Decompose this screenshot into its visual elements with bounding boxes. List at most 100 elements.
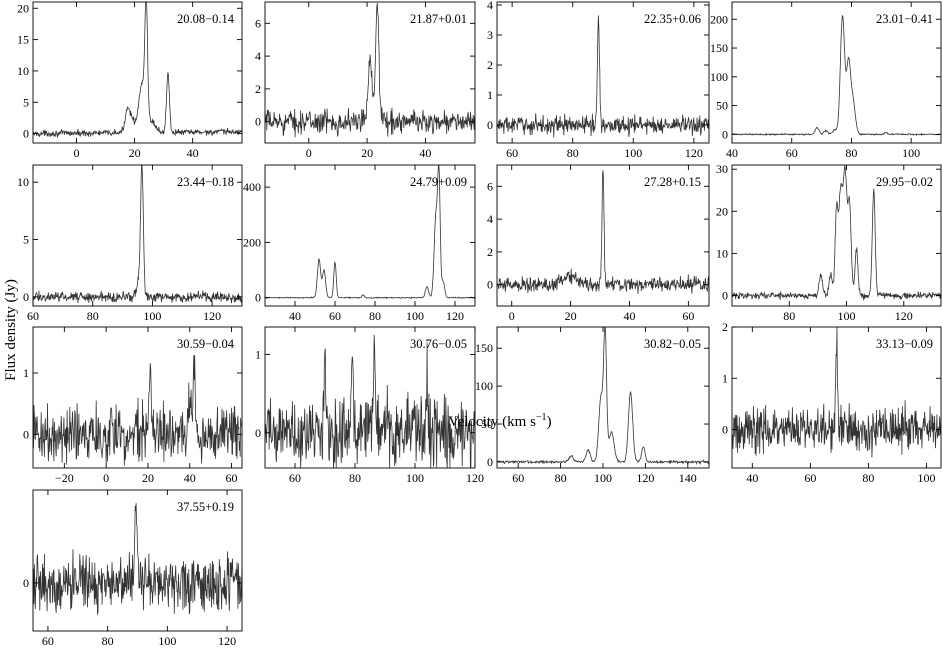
x-tick-label: 60 bbox=[682, 309, 694, 323]
x-tick-label: 120 bbox=[203, 309, 221, 323]
panel-frame bbox=[32, 164, 243, 307]
x-tick-label: 20 bbox=[142, 471, 154, 485]
x-tick-label: 40 bbox=[187, 146, 199, 160]
y-tick-label: 4 bbox=[487, 212, 493, 226]
y-tick-label: 0 bbox=[722, 423, 728, 437]
y-tick-label: 50 bbox=[716, 99, 728, 113]
y-tick-label: 400 bbox=[243, 180, 261, 194]
x-tick-label: 20 bbox=[129, 146, 141, 160]
y-axis-title: Flux density (Jy) bbox=[3, 279, 19, 381]
panel-frame bbox=[496, 1, 710, 144]
x-tick-label: 20 bbox=[565, 309, 577, 323]
spectrum-panel: 80 100 120 0 10 20 30 29.95−0.02 bbox=[716, 162, 942, 323]
y-tick-label: 0 bbox=[23, 576, 29, 590]
spectrum-panel: 60 80 100 120 0 5 10 23.44−0.18 bbox=[17, 164, 243, 323]
spectrum-line bbox=[496, 326, 710, 466]
x-tick-label: 60 bbox=[512, 471, 524, 485]
panel-label: 20.08−0.14 bbox=[177, 12, 235, 26]
y-tick-label: 0 bbox=[487, 118, 493, 132]
spectrum-line bbox=[264, 334, 476, 469]
x-tick-label: 60 bbox=[804, 471, 816, 485]
spectrum-panel: 0 20 40 0 5 10 15 20 20.08−0.14 bbox=[17, 1, 243, 160]
y-tick-label: 2 bbox=[255, 82, 261, 96]
y-tick-label: 0 bbox=[487, 455, 493, 469]
x-tick-label: 0 bbox=[74, 146, 80, 160]
y-tick-label: 1 bbox=[722, 371, 728, 385]
y-tick-label: 1 bbox=[23, 366, 29, 380]
y-tick-label: 15 bbox=[17, 33, 29, 47]
x-tick-label: 80 bbox=[102, 634, 114, 648]
x-tick-label: 20 bbox=[361, 146, 373, 160]
x-tick-label: 80 bbox=[845, 146, 857, 160]
y-tick-label: 4 bbox=[255, 49, 261, 63]
x-tick-label: 100 bbox=[594, 471, 612, 485]
x-tick-label: 40 bbox=[419, 146, 431, 160]
y-tick-label: 0 bbox=[23, 290, 29, 304]
y-tick-label: 30 bbox=[716, 162, 728, 176]
y-tick-label: 0 bbox=[722, 127, 728, 141]
panel-frame bbox=[496, 164, 710, 307]
x-tick-label: 80 bbox=[87, 309, 99, 323]
spectrum-line bbox=[731, 15, 942, 137]
spectrum-panel: −20 0 20 40 60 0 1 30.59−0.04 bbox=[23, 326, 243, 485]
y-tick-label: 0 bbox=[487, 278, 493, 292]
panel-label: 30.76−0.05 bbox=[410, 337, 467, 351]
y-tick-label: 10 bbox=[716, 246, 728, 260]
x-axis-title: Velocity (km s−1) bbox=[448, 412, 551, 430]
x-tick-label: 60 bbox=[786, 146, 798, 160]
panel-frame bbox=[264, 164, 476, 307]
x-tick-label: 60 bbox=[226, 471, 238, 485]
panel-frame bbox=[264, 1, 476, 144]
panel-frame bbox=[32, 489, 243, 632]
x-tick-label: 100 bbox=[143, 309, 161, 323]
panel-label: 33.13−0.09 bbox=[876, 337, 933, 351]
panel-label: 21.87+0.01 bbox=[410, 12, 467, 26]
panel-label: 22.35+0.06 bbox=[644, 12, 701, 26]
spectrum-line bbox=[32, 503, 243, 615]
x-tick-label: 100 bbox=[406, 471, 424, 485]
panel-label: 30.59−0.04 bbox=[177, 337, 235, 351]
panel-label: 24.79+0.09 bbox=[410, 175, 467, 189]
x-tick-label: 80 bbox=[567, 146, 579, 160]
x-tick-label: 100 bbox=[624, 146, 642, 160]
spectrum-line bbox=[32, 1, 243, 138]
x-tick-label: 0 bbox=[509, 309, 515, 323]
spectrum-line bbox=[731, 327, 942, 458]
x-tick-label: 120 bbox=[218, 634, 236, 648]
y-tick-label: 5 bbox=[23, 233, 29, 247]
x-tick-label: 60 bbox=[42, 634, 54, 648]
x-tick-label: 100 bbox=[838, 309, 856, 323]
x-tick-label: 120 bbox=[685, 146, 703, 160]
y-tick-label: 4 bbox=[487, 0, 493, 12]
y-tick-label: 6 bbox=[255, 16, 261, 30]
spectrum-panel: 60 80 100 120 0 1 30.76−0.05 bbox=[255, 326, 484, 485]
x-tick-label: 60 bbox=[329, 309, 341, 323]
y-tick-label: 150 bbox=[475, 341, 493, 355]
spectrum-line bbox=[264, 164, 476, 300]
spectrum-panel: 40 60 80 100 0 1 2 33.13−0.09 bbox=[722, 320, 942, 485]
y-tick-label: 20 bbox=[716, 204, 728, 218]
y-tick-label: 100 bbox=[475, 379, 493, 393]
y-tick-label: 0 bbox=[255, 426, 261, 440]
spectrum-panel: 60 80 100 120 0 1 2 3 4 22.35+0.06 bbox=[487, 0, 710, 160]
y-tick-label: 5 bbox=[23, 95, 29, 109]
y-tick-label: 10 bbox=[17, 64, 29, 78]
x-tick-label: 80 bbox=[349, 471, 361, 485]
y-tick-label: 20 bbox=[17, 1, 29, 15]
spectrum-panel: 60 80 100 120 0 37.55+0.19 bbox=[23, 489, 243, 648]
panel-label: 37.55+0.19 bbox=[177, 500, 234, 514]
y-tick-label: 200 bbox=[710, 12, 728, 26]
y-tick-label: 200 bbox=[243, 235, 261, 249]
spectrum-line bbox=[496, 170, 710, 294]
x-tick-label: 80 bbox=[555, 471, 567, 485]
y-tick-label: 150 bbox=[710, 41, 728, 55]
x-tick-label: 40 bbox=[184, 471, 196, 485]
panel-label: 23.44−0.18 bbox=[177, 175, 234, 189]
y-tick-label: 3 bbox=[487, 28, 493, 42]
x-tick-label: 140 bbox=[679, 471, 697, 485]
panel-label: 29.95−0.02 bbox=[876, 175, 933, 189]
y-tick-label: 50 bbox=[481, 417, 493, 431]
y-tick-label: 100 bbox=[710, 70, 728, 84]
spectrum-line bbox=[32, 355, 243, 466]
